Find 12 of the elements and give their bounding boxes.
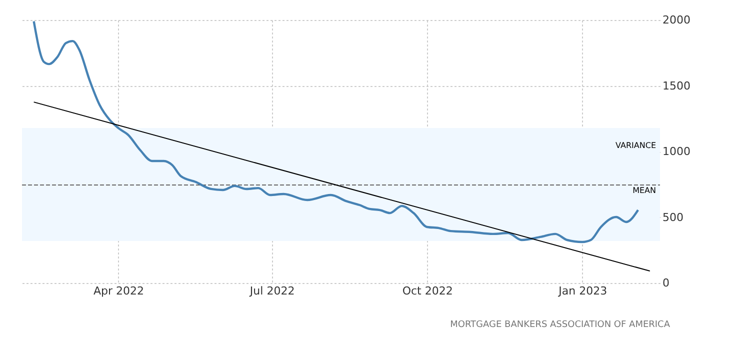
x-tick-label: Jan 2023 [558, 284, 608, 298]
ref-line-label: MEAN [632, 186, 656, 196]
y-tick-label: 2000 [662, 14, 690, 26]
band-label: VARIANCE [616, 140, 656, 150]
y-tick-label: 1000 [662, 145, 690, 158]
y-tick-label: 1500 [662, 79, 690, 92]
y-tick-label: 500 [662, 210, 684, 224]
x-tick-label: Apr 2022 [93, 284, 144, 298]
x-tick-label: Oct 2022 [402, 284, 453, 298]
y-tick-label: 0 [662, 276, 670, 290]
x-tick-label: Jul 2022 [248, 284, 295, 298]
text: MORTGAGE BANKERS ASSOCIATION OF AMERICA [450, 320, 671, 330]
